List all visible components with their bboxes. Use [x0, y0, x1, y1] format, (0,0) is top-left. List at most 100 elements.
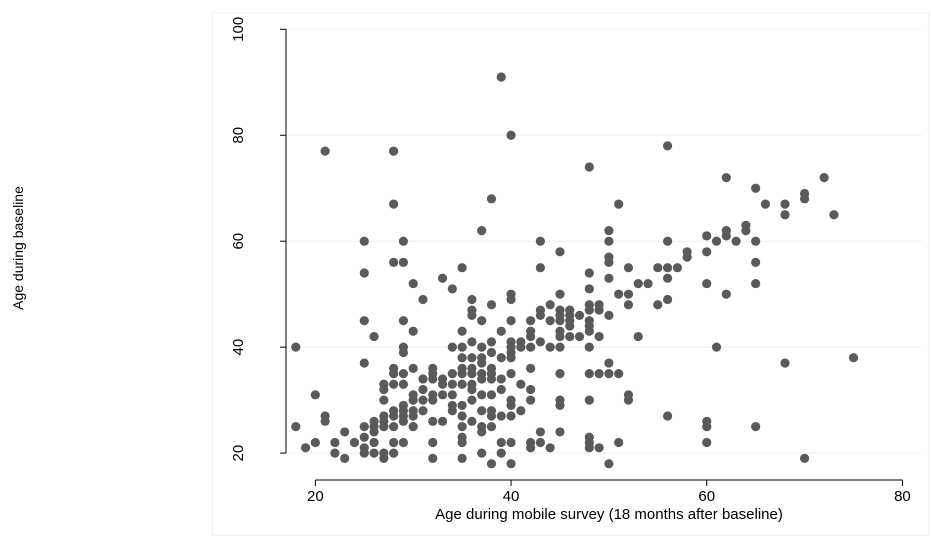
data-point	[545, 316, 555, 326]
data-point	[447, 406, 457, 416]
data-point	[702, 437, 712, 448]
data-point	[633, 278, 643, 289]
data-point	[398, 379, 409, 389]
data-point	[623, 263, 634, 273]
data-point	[486, 411, 497, 421]
y-tick-label: 100	[230, 17, 247, 42]
data-point	[496, 353, 506, 363]
data-point	[555, 331, 565, 342]
data-point	[526, 363, 536, 373]
data-point	[594, 331, 604, 342]
data-point	[486, 347, 497, 358]
data-point	[506, 369, 516, 379]
data-point	[555, 342, 565, 352]
data-point	[535, 263, 546, 273]
data-point	[672, 263, 682, 273]
data-point	[682, 252, 692, 262]
data-point	[320, 146, 330, 156]
data-point	[428, 416, 438, 426]
data-point	[477, 406, 487, 416]
data-point	[477, 390, 487, 400]
data-point	[751, 278, 761, 289]
data-point	[486, 374, 497, 384]
data-point	[604, 459, 614, 469]
data-point	[428, 453, 438, 464]
data-point	[457, 411, 467, 421]
data-point	[506, 400, 516, 411]
data-point	[408, 411, 418, 421]
data-point	[418, 374, 428, 384]
data-point	[359, 236, 369, 246]
data-point	[574, 331, 585, 342]
data-point	[457, 353, 467, 363]
data-point	[496, 326, 506, 336]
data-point	[447, 379, 457, 389]
data-point	[310, 390, 320, 400]
data-point	[496, 72, 506, 82]
data-point	[663, 411, 673, 421]
data-point	[584, 284, 594, 294]
data-point	[389, 257, 399, 267]
data-point	[486, 422, 497, 432]
data-point	[389, 369, 399, 379]
data-point	[428, 374, 438, 384]
data-point	[486, 337, 497, 347]
data-point	[623, 300, 634, 310]
data-point	[447, 342, 457, 352]
data-point	[555, 427, 565, 437]
data-point	[643, 278, 653, 289]
data-point	[526, 443, 536, 453]
data-point	[535, 310, 546, 320]
data-point	[359, 316, 369, 326]
data-point	[389, 379, 399, 389]
data-point	[418, 406, 428, 416]
data-point	[379, 422, 389, 432]
data-point	[535, 427, 546, 437]
data-point	[389, 199, 399, 209]
data-point	[604, 310, 614, 320]
data-point	[457, 326, 467, 336]
data-point	[516, 342, 526, 352]
data-point	[555, 400, 565, 411]
data-point	[614, 369, 624, 379]
data-point	[623, 395, 634, 405]
data-point	[398, 236, 409, 246]
data-point	[379, 395, 389, 405]
data-point	[389, 422, 399, 432]
data-point	[535, 337, 546, 347]
data-point	[408, 278, 418, 289]
data-point	[623, 289, 634, 299]
data-point	[398, 437, 409, 448]
data-point	[545, 300, 555, 310]
data-point	[477, 374, 487, 384]
data-point	[310, 437, 320, 448]
axis-layer: 20 40 60 80 100 20 40 60 80	[230, 17, 911, 505]
data-point	[389, 146, 399, 156]
data-point	[486, 194, 497, 204]
data-point	[340, 427, 350, 437]
data-point	[731, 236, 741, 246]
data-point	[359, 358, 369, 368]
x-tick-label: 60	[698, 488, 715, 505]
data-point	[526, 342, 536, 352]
data-point	[663, 236, 673, 246]
data-point	[565, 331, 575, 342]
x-tick-label: 40	[503, 488, 520, 505]
data-point	[408, 422, 418, 432]
data-point	[389, 437, 399, 448]
data-point	[584, 369, 594, 379]
x-axis-title: Age during mobile survey (18 months afte…	[435, 506, 783, 523]
data-point	[555, 289, 565, 299]
data-point	[702, 231, 712, 241]
data-point	[477, 342, 487, 352]
data-point	[555, 247, 565, 257]
data-point	[663, 294, 673, 305]
data-point	[398, 369, 409, 379]
data-point	[584, 162, 594, 172]
data-point	[467, 395, 477, 405]
data-point	[486, 390, 497, 400]
data-point	[496, 384, 506, 395]
data-point	[437, 379, 448, 389]
data-point	[496, 448, 506, 458]
